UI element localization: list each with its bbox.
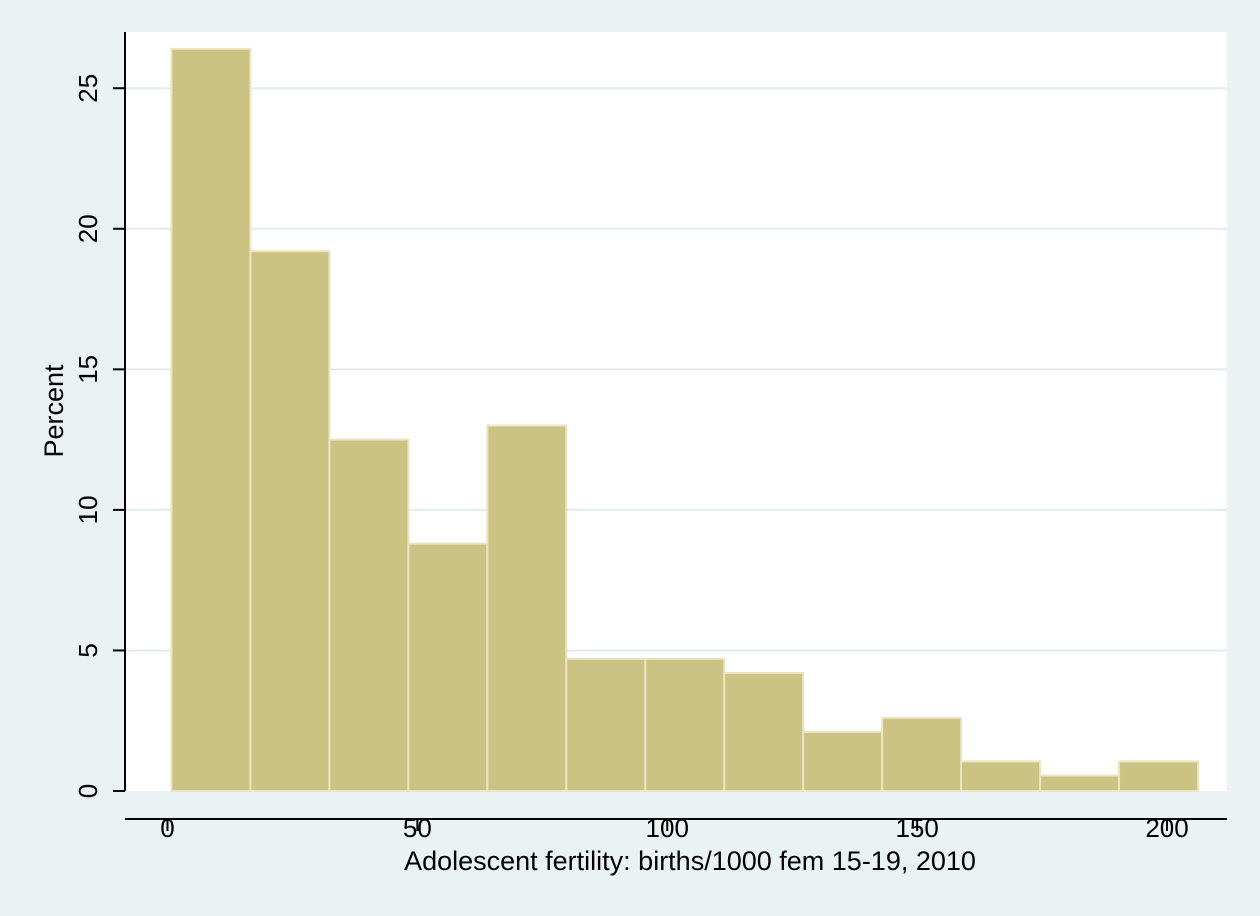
y-tick-label: 15 [73, 355, 103, 384]
y-tick-label: 10 [73, 495, 103, 524]
y-tick-label: 5 [73, 643, 103, 657]
axes: 0 5 10 15 20 25 0 50 100 150 200 [73, 32, 1227, 843]
histogram-bar [328, 438, 410, 792]
x-tick-label: 50 [403, 813, 432, 843]
histogram-bar [881, 716, 963, 793]
x-tick-label: 150 [895, 813, 938, 843]
x-tick-label: 200 [1145, 813, 1188, 843]
histogram-bar [1039, 774, 1121, 792]
y-axis-title: Percent [39, 364, 69, 458]
y-tick-label: 20 [73, 214, 103, 243]
y-tick-label: 0 [73, 784, 103, 798]
x-axis-title: Adolescent fertility: births/1000 fem 15… [404, 846, 976, 876]
histogram-bar [960, 760, 1042, 793]
y-tick-label: 25 [73, 74, 103, 103]
histogram-bar [802, 730, 884, 793]
histogram-bar [249, 250, 331, 792]
histogram-bar [486, 424, 568, 792]
histogram-bar [565, 657, 647, 793]
histogram-bar [407, 542, 489, 792]
histogram-bar [170, 47, 252, 793]
x-tick-label: 100 [646, 813, 689, 843]
histogram-bar [1118, 760, 1200, 793]
histogram-bar [723, 671, 805, 793]
bars [170, 47, 1200, 793]
histogram-bar [644, 657, 726, 793]
x-tick-label: 0 [160, 813, 174, 843]
